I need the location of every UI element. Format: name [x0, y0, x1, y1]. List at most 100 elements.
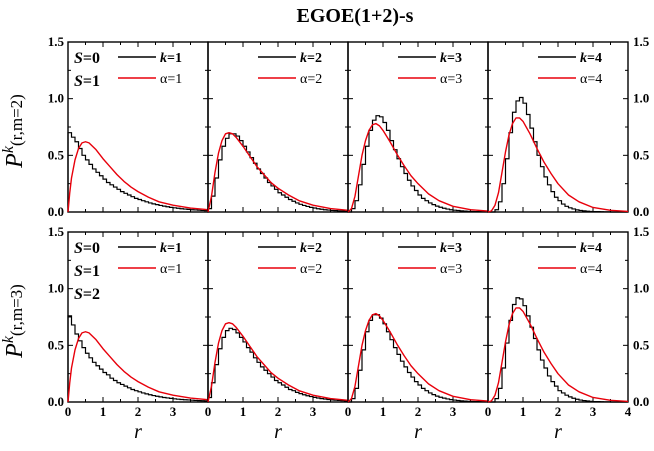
- y-tick-label-left: 1.5: [48, 224, 65, 239]
- y-axis-label-sup: k: [0, 145, 17, 153]
- spin-label: S=0: [74, 50, 100, 67]
- histogram-series: [207, 327, 348, 402]
- x-axis-label: r: [274, 421, 282, 443]
- spin-label-var: S: [74, 263, 83, 280]
- legend-hist-value: =2: [307, 241, 322, 256]
- legend-curve-label: α=4: [580, 72, 602, 87]
- curve-series: [207, 131, 349, 213]
- y-axis-label-sup: k: [0, 335, 17, 343]
- y-tick-label-right: 0.5: [633, 337, 650, 352]
- x-tick-label: 0: [485, 404, 492, 419]
- figure-title: EGOE(1+2)-s: [297, 5, 414, 27]
- x-tick-label: 0: [345, 404, 352, 419]
- legend-curve-label: α=2: [300, 72, 322, 87]
- y-tick-label-right: 1.0: [633, 281, 649, 296]
- y-tick-label-right: 0.0: [633, 394, 649, 409]
- legend-hist-var: k: [160, 241, 167, 256]
- histogram-series: [488, 96, 628, 213]
- spin-label-var: S: [74, 50, 83, 67]
- x-axis-label: r: [554, 421, 562, 443]
- panel-r2-c4: k=4 α=4 0.0 0.5 1.0 1.5 0 1 2 3 4 r: [485, 224, 650, 443]
- x-tick-label: 3: [170, 404, 177, 419]
- x-tick-label: 0: [65, 404, 72, 419]
- panel-frame: [487, 231, 629, 403]
- y-tick-label-right: 1.5: [633, 34, 650, 49]
- spin-label-var: S: [74, 73, 83, 90]
- y-axis-label: Pk(r,m=2): [0, 94, 28, 169]
- panel-r2-c1: k=1α=10.00.51.01.50 1 2 3r: [48, 224, 209, 443]
- x-tick-label: 1: [100, 404, 107, 419]
- y-tick-label-left: 1.0: [48, 91, 64, 106]
- legend-hist-label: k=2: [300, 241, 322, 256]
- x-tick-label: 1: [520, 404, 527, 419]
- panel-r1-c1: k=1α=10.00.51.01.5: [48, 34, 209, 219]
- spin-label: S=1: [74, 263, 100, 280]
- histogram-series: [207, 133, 348, 212]
- histogram-series: [348, 115, 488, 213]
- legend-hist-label: k=4: [580, 51, 602, 66]
- legend-curve-label: α=1: [160, 262, 182, 277]
- legend-hist-var: k: [160, 51, 167, 66]
- legend-hist-label: k=3: [440, 241, 462, 256]
- legend-hist-label: k=2: [300, 51, 322, 66]
- spin-label-value: =0: [83, 240, 100, 257]
- panel-frame: [487, 41, 629, 213]
- spin-label-value: =0: [83, 50, 100, 67]
- curve-series: [347, 312, 489, 403]
- x-tick-label: 3: [450, 404, 457, 419]
- legend-hist-label: k=3: [440, 51, 462, 66]
- legend-hist-var: k: [440, 51, 447, 66]
- x-axis-label: r: [134, 421, 142, 443]
- y-tick-label-right: 1.5: [633, 224, 650, 239]
- panel-frame: [207, 41, 349, 213]
- y-tick-label-left: 1.0: [48, 281, 64, 296]
- y-tick-label-left: 1.5: [48, 34, 65, 49]
- curve-series: [67, 331, 209, 403]
- histogram-series: [348, 314, 488, 403]
- x-tick-label: 1: [240, 404, 247, 419]
- panel-r1-c3: k=3 α=3: [347, 41, 489, 213]
- legend-hist-value: =1: [167, 241, 182, 256]
- y-axis-label-args: (r,m=3): [7, 284, 26, 336]
- legend-hist-var: k: [580, 51, 587, 66]
- x-tick-label: 1: [380, 404, 387, 419]
- curve-series: [67, 141, 209, 213]
- spin-label-var: S: [74, 240, 83, 257]
- y-tick-label-right: 1.0: [633, 91, 649, 106]
- spin-label-value: =1: [83, 263, 100, 280]
- curve-series: [487, 117, 629, 213]
- y-axis-label-main: P: [2, 153, 28, 169]
- x-tick-label: 2: [275, 404, 282, 419]
- legend-hist-value: =4: [587, 51, 602, 66]
- x-tick-label: 3: [590, 404, 597, 419]
- legend-hist-value: =1: [167, 51, 182, 66]
- legend-hist-var: k: [300, 241, 307, 256]
- legend-hist-var: k: [440, 241, 447, 256]
- spin-label: S=1: [74, 73, 100, 90]
- x-tick-label: 0: [205, 404, 212, 419]
- spin-label-var: S: [74, 286, 83, 303]
- legend-curve-label: α=3: [440, 262, 462, 277]
- spin-label: S=2: [74, 286, 100, 303]
- panel-r1-c2: k=2 α=2: [207, 41, 349, 213]
- legend-hist-value: =2: [307, 51, 322, 66]
- x-tick-label: 3: [310, 404, 317, 419]
- histogram-series: [488, 297, 628, 403]
- x-tick-label: 2: [135, 404, 142, 419]
- panel-grid: Pk(r,m=2)k=1α=10.00.51.01.5k=2α=2k=3α=3k…: [0, 34, 650, 443]
- spin-label-value: =1: [83, 73, 100, 90]
- y-tick-label-left: 0.0: [48, 394, 64, 409]
- x-tick-label: 4: [625, 404, 632, 419]
- legend-hist-var: k: [300, 51, 307, 66]
- y-tick-label-left: 0.5: [48, 337, 65, 352]
- curve-series: [487, 307, 629, 403]
- curve-series: [207, 321, 349, 403]
- y-axis-label-args: (r,m=2): [7, 94, 26, 146]
- legend-hist-label: k=1: [160, 51, 182, 66]
- panel-r2-c2: k=2 α=2 0 1 2 3 r: [205, 231, 349, 443]
- histogram-series: [67, 132, 208, 212]
- row-2: Pk(r,m=3)k=1α=10.00.51.01.50 1 2 3rk=2α=20 1…: [0, 224, 650, 443]
- y-tick-label-right: 0.0: [633, 204, 649, 219]
- legend-curve-label: α=2: [300, 262, 322, 277]
